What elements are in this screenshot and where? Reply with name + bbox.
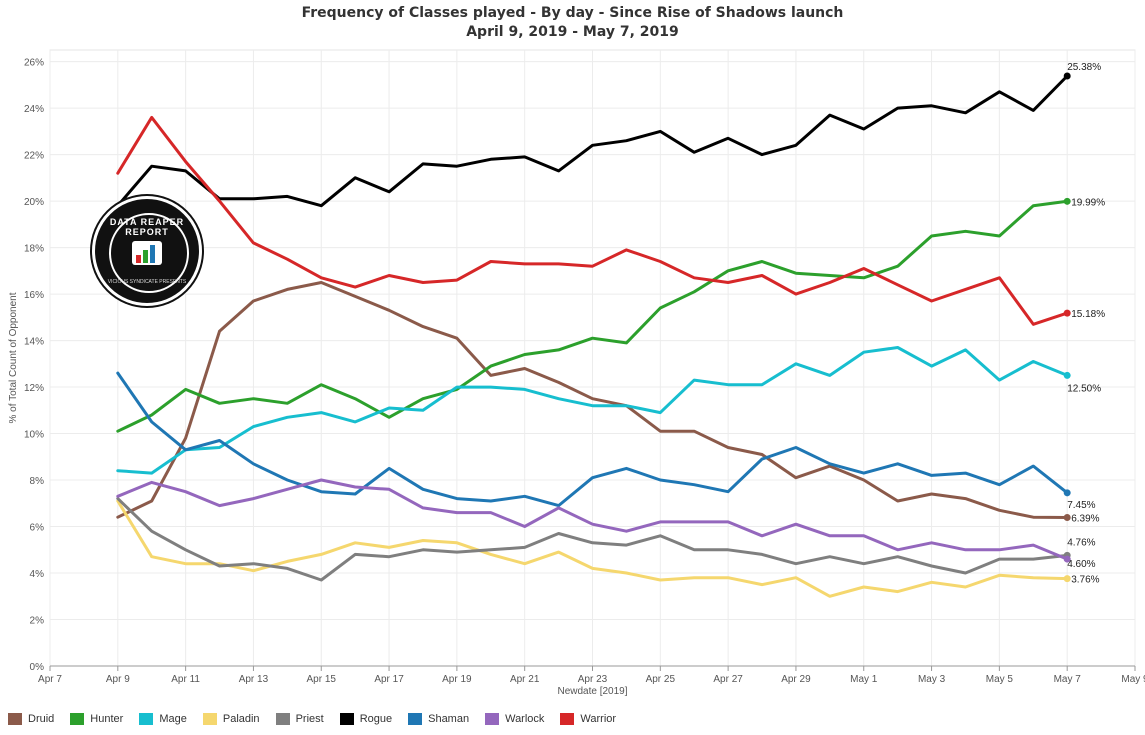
end-point-rogue — [1063, 72, 1071, 80]
x-tick-label: Apr 29 — [781, 674, 811, 685]
end-point-paladin — [1063, 575, 1071, 583]
x-axis-title: Newdate [2019] — [557, 686, 627, 697]
end-label-warrior: 15.18% — [1071, 309, 1105, 320]
y-tick-label: 4% — [30, 569, 45, 580]
y-tick-label: 16% — [24, 290, 44, 301]
legend-item-warlock[interactable]: Warlock — [485, 709, 544, 729]
legend-swatch — [339, 713, 354, 725]
legend-label: Warlock — [505, 713, 545, 725]
end-label-paladin: 3.76% — [1071, 575, 1099, 586]
y-axis-title: % of Total Count of Opponent — [8, 292, 19, 423]
logo-text: DATA REAPER REPORT — [109, 217, 185, 237]
end-label-mage: 12.50% — [1067, 383, 1101, 394]
logo-subtext: VICIOUS SYNDICATE PRESENTS — [107, 279, 187, 285]
legend-item-hunter[interactable]: Hunter — [70, 709, 123, 729]
y-tick-label: 26% — [24, 58, 44, 69]
y-tick-label: 10% — [24, 430, 44, 441]
legend-label: Rogue — [359, 713, 393, 725]
y-tick-label: 18% — [24, 244, 44, 255]
x-tick-label: Apr 27 — [713, 674, 743, 685]
y-tick-label: 22% — [24, 151, 44, 162]
end-label-rogue: 25.38% — [1067, 62, 1101, 73]
end-label-hunter: 19.99% — [1071, 197, 1105, 208]
end-labels: 6.39% 19.99% 12.50% 3.76% 4.76% 25.38% 7.45% 4.… — [1067, 62, 1105, 586]
x-tick-label: Apr 25 — [646, 674, 676, 685]
x-tick-label: May 3 — [918, 674, 946, 685]
legend-item-druid[interactable]: Druid — [8, 709, 54, 729]
series-line-priest — [116, 497, 1069, 582]
y-tick-label: 20% — [24, 197, 44, 208]
x-tick-label: Apr 21 — [510, 674, 540, 685]
x-tick-label: Apr 7 — [38, 674, 62, 685]
end-point-warrior — [1063, 309, 1071, 317]
end-label-warlock: 4.60% — [1067, 559, 1095, 570]
end-label-priest: 4.76% — [1067, 537, 1095, 548]
legend-item-priest[interactable]: Priest — [275, 709, 324, 729]
y-tick-label: 12% — [24, 383, 44, 394]
legend-swatch — [139, 713, 154, 725]
x-tick-label: Apr 19 — [442, 674, 472, 685]
x-tick-label: May 5 — [986, 674, 1014, 685]
y-tick-label: 14% — [24, 337, 44, 348]
legend-swatch — [202, 713, 217, 725]
end-point-mage — [1063, 371, 1071, 379]
series-line-mage — [116, 346, 1069, 475]
series-line-warrior — [116, 115, 1069, 326]
y-tick-label: 6% — [30, 523, 45, 534]
end-point-druid — [1063, 513, 1071, 521]
grid — [49, 49, 1136, 667]
legend-label: Mage — [159, 713, 187, 725]
series-line-hunter — [116, 199, 1069, 433]
legend-label: Priest — [295, 713, 324, 725]
end-point-warlock — [1063, 555, 1071, 563]
legend-label: Hunter — [90, 713, 124, 725]
legend-swatch — [560, 713, 575, 725]
legend-item-warrior[interactable]: Warrior — [560, 709, 616, 729]
series-line-druid — [116, 281, 1069, 519]
legend-swatch — [8, 713, 22, 725]
logo-ring — [109, 213, 189, 293]
x-tick-label: May 9 — [1121, 674, 1145, 685]
line-chart: 0% 2% 4% 6% 8% 10% 12% 14% 16% 18% 20% 22% 24% 26% Apr… — [8, 49, 1145, 697]
series-line-rogue — [116, 74, 1069, 208]
series-line-warlock — [116, 478, 1069, 561]
x-tick-label: Apr 23 — [578, 674, 608, 685]
y-tick-label: 2% — [30, 616, 45, 627]
legend-swatch — [408, 713, 423, 725]
axes: 0% 2% 4% 6% 8% 10% 12% 14% 16% 18% 20% 22% 24% 26% Apr… — [8, 58, 1145, 697]
chart-subtitle: April 9, 2019 - May 7, 2019 — [466, 24, 679, 40]
series-group — [116, 72, 1071, 598]
series-line-shaman — [116, 371, 1069, 508]
chart-title: Frequency of Classes played - By day - S… — [301, 5, 844, 21]
data-reaper-report-logo: DATA REAPER REPORT VICIOUS SYNDICATE PRE… — [92, 196, 202, 306]
x-tick-label: May 7 — [1054, 674, 1082, 685]
legend-label: Druid — [28, 713, 55, 725]
legend-item-mage[interactable]: Mage — [139, 709, 187, 729]
legend-swatch — [70, 713, 85, 725]
legend-item-rogue[interactable]: Rogue — [339, 709, 393, 729]
end-point-hunter — [1063, 197, 1071, 205]
end-label-shaman: 7.45% — [1067, 500, 1095, 511]
y-tick-label: 0% — [30, 662, 45, 673]
legend-item-paladin[interactable]: Paladin — [202, 709, 260, 729]
end-point-shaman — [1063, 489, 1071, 497]
legend-swatch — [485, 713, 500, 725]
x-tick-label: Apr 13 — [239, 674, 269, 685]
x-tick-label: Apr 9 — [106, 674, 130, 685]
legend-item-shaman[interactable]: Shaman — [408, 709, 469, 729]
series-line-paladin — [116, 499, 1069, 598]
legend: Druid Hunter Mage Paladin Priest Rogue Shaman W… — [8, 709, 632, 729]
end-label-druid: 6.39% — [1071, 513, 1099, 524]
legend-label: Shaman — [428, 713, 470, 725]
legend-swatch — [275, 713, 290, 725]
legend-label: Paladin — [222, 713, 260, 725]
y-tick-label: 8% — [30, 476, 45, 487]
bar-chart-icon — [132, 241, 162, 265]
x-tick-label: May 1 — [850, 674, 878, 685]
x-tick-label: Apr 17 — [374, 674, 404, 685]
x-tick-label: Apr 15 — [307, 674, 337, 685]
y-tick-label: 24% — [24, 104, 44, 115]
legend-label: Warrior — [580, 713, 617, 725]
x-tick-label: Apr 11 — [171, 674, 200, 685]
